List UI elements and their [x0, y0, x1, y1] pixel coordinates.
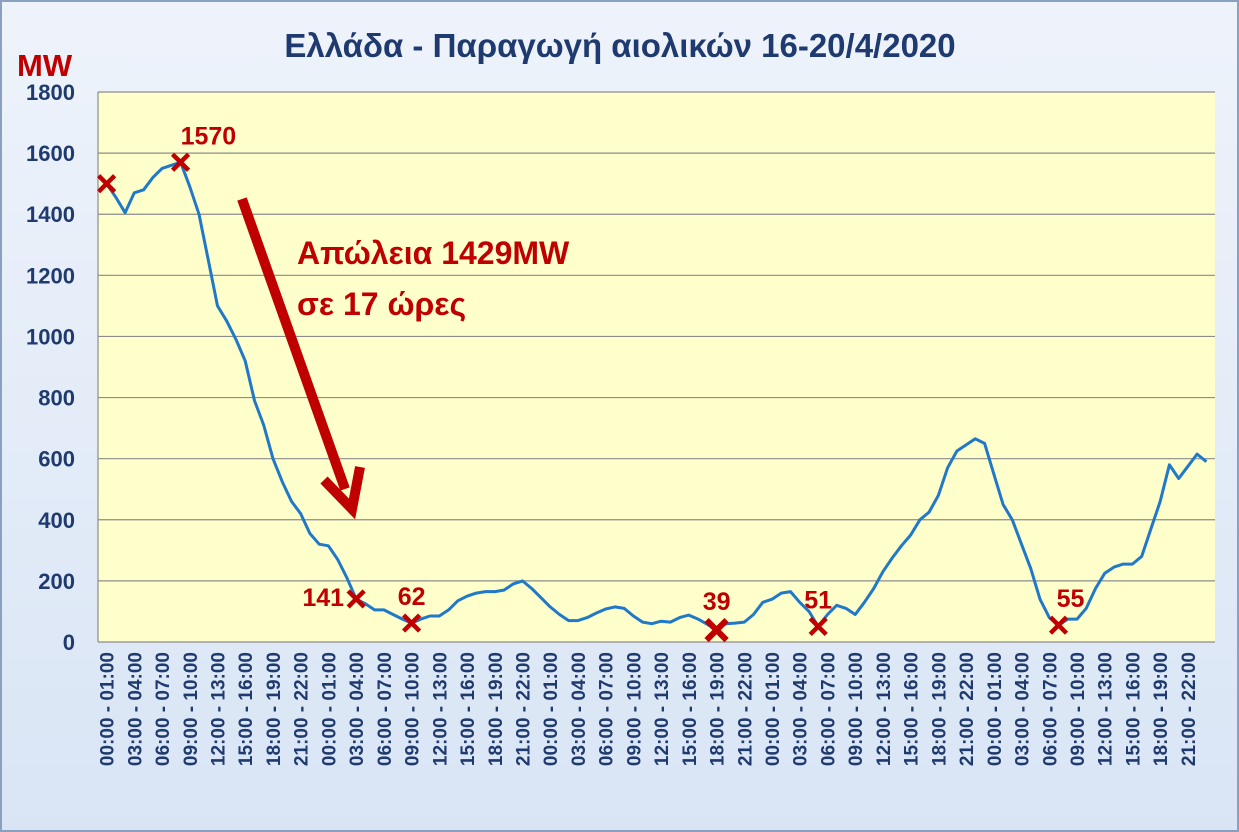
x-tick-label: 00:00 - 01:00	[985, 652, 1006, 766]
x-tick-label: 15:00 - 16:00	[1123, 652, 1144, 766]
x-tick-label: 00:00 - 01:00	[319, 652, 340, 766]
x-tick-label: 21:00 - 22:00	[1179, 652, 1200, 766]
x-tick-label: 18:00 - 19:00	[486, 652, 507, 766]
x-tick-label: 15:00 - 16:00	[902, 652, 923, 766]
x-tick-label: 15:00 - 16:00	[680, 652, 701, 766]
x-tick-label: 00:00 - 01:00	[541, 652, 562, 766]
series-line	[105, 160, 1208, 632]
x-tick-label: 06:00 - 07:00	[375, 652, 396, 766]
x-tick-label: 15:00 - 16:00	[458, 652, 479, 766]
y-tick-label: 1600	[26, 141, 75, 166]
chart-title: Ελλάδα - Παραγωγή αιολικών 16-20/4/2020	[284, 27, 955, 64]
y-tick-label: 1400	[26, 202, 75, 227]
y-tick-label: 200	[38, 569, 75, 594]
x-tick-label: 18:00 - 19:00	[264, 652, 285, 766]
data-marker	[170, 152, 191, 172]
x-tick-label: 06:00 - 07:00	[819, 652, 840, 766]
data-marker	[346, 589, 366, 609]
x-tick-label: 09:00 - 10:00	[403, 652, 424, 766]
plot-area	[98, 92, 1215, 642]
x-tick-label: 21:00 - 22:00	[514, 652, 535, 766]
x-tick-label: 21:00 - 22:00	[292, 652, 313, 766]
x-tick-label: 12:00 - 13:00	[1096, 652, 1117, 766]
data-marker	[808, 616, 828, 637]
x-tick-label: 06:00 - 07:00	[597, 652, 618, 766]
marker-value-label: 55	[1057, 585, 1085, 613]
marker-value-label: 39	[703, 588, 731, 616]
x-tick-label: 06:00 - 07:00	[1040, 652, 1061, 766]
marker-value-label: 1570	[181, 122, 237, 150]
data-marker	[704, 617, 729, 643]
x-tick-label: 21:00 - 22:00	[957, 652, 978, 766]
y-tick-label: 1000	[26, 324, 75, 349]
y-tick-label: 800	[38, 386, 75, 411]
x-tick-label: 09:00 - 10:00	[624, 652, 645, 766]
x-tick-label: 06:00 - 07:00	[153, 652, 174, 766]
x-tick-label: 12:00 - 13:00	[209, 652, 230, 766]
x-tick-label: 12:00 - 13:00	[652, 652, 673, 766]
marker-value-label: 62	[398, 583, 426, 611]
y-tick-label: 400	[38, 508, 75, 533]
y-tick-label: 1200	[26, 263, 75, 288]
x-tick-label: 03:00 - 04:00	[347, 652, 368, 766]
x-axis-ticks: 00:00 - 01:00 03:00 - 04:00 06:00 - 07:00 0…	[98, 652, 1200, 766]
x-tick-label: 03:00 - 04:00	[1013, 652, 1034, 766]
y-axis-ticks: 0 200 400 600 800 1000 1200 1400 1600 1800	[26, 80, 75, 655]
x-tick-label: 03:00 - 04:00	[569, 652, 590, 766]
loss-arrow	[237, 197, 365, 520]
marker-value-label: 141	[302, 584, 344, 612]
x-tick-label: 03:00 - 04:00	[791, 652, 812, 766]
marker-value-label: 51	[804, 586, 832, 614]
marker-group: 1570 141 62 39 51 55	[97, 122, 1085, 643]
x-tick-label: 09:00 - 10:00	[181, 652, 202, 766]
x-tick-label: 18:00 - 19:00	[708, 652, 729, 766]
grid-lines	[97, 91, 1215, 643]
x-tick-label: 09:00 - 10:00	[1068, 652, 1089, 766]
x-tick-label: 18:00 - 19:00	[929, 652, 950, 766]
y-tick-label: 0	[63, 630, 75, 655]
x-tick-label: 21:00 - 22:00	[735, 652, 756, 766]
annotation-loss-line1: Απώλεια 1429MW	[297, 235, 570, 271]
x-tick-label: 00:00 - 01:00	[98, 652, 119, 766]
x-tick-label: 12:00 - 13:00	[874, 652, 895, 766]
data-marker	[97, 174, 117, 194]
x-tick-label: 00:00 - 01:00	[763, 652, 784, 766]
x-tick-label: 15:00 - 16:00	[236, 652, 257, 766]
x-tick-label: 09:00 - 10:00	[846, 652, 867, 766]
x-tick-label: 12:00 - 13:00	[430, 652, 451, 766]
y-tick-label: 1800	[26, 80, 75, 105]
x-tick-label: 03:00 - 04:00	[125, 652, 146, 766]
x-tick-label: 18:00 - 19:00	[1151, 652, 1172, 766]
annotation-loss-line2: σε 17 ώρες	[297, 286, 466, 322]
y-axis-unit-label: MW	[17, 48, 73, 83]
data-marker	[402, 613, 422, 633]
y-tick-label: 600	[38, 447, 75, 472]
data-marker	[1048, 615, 1069, 635]
